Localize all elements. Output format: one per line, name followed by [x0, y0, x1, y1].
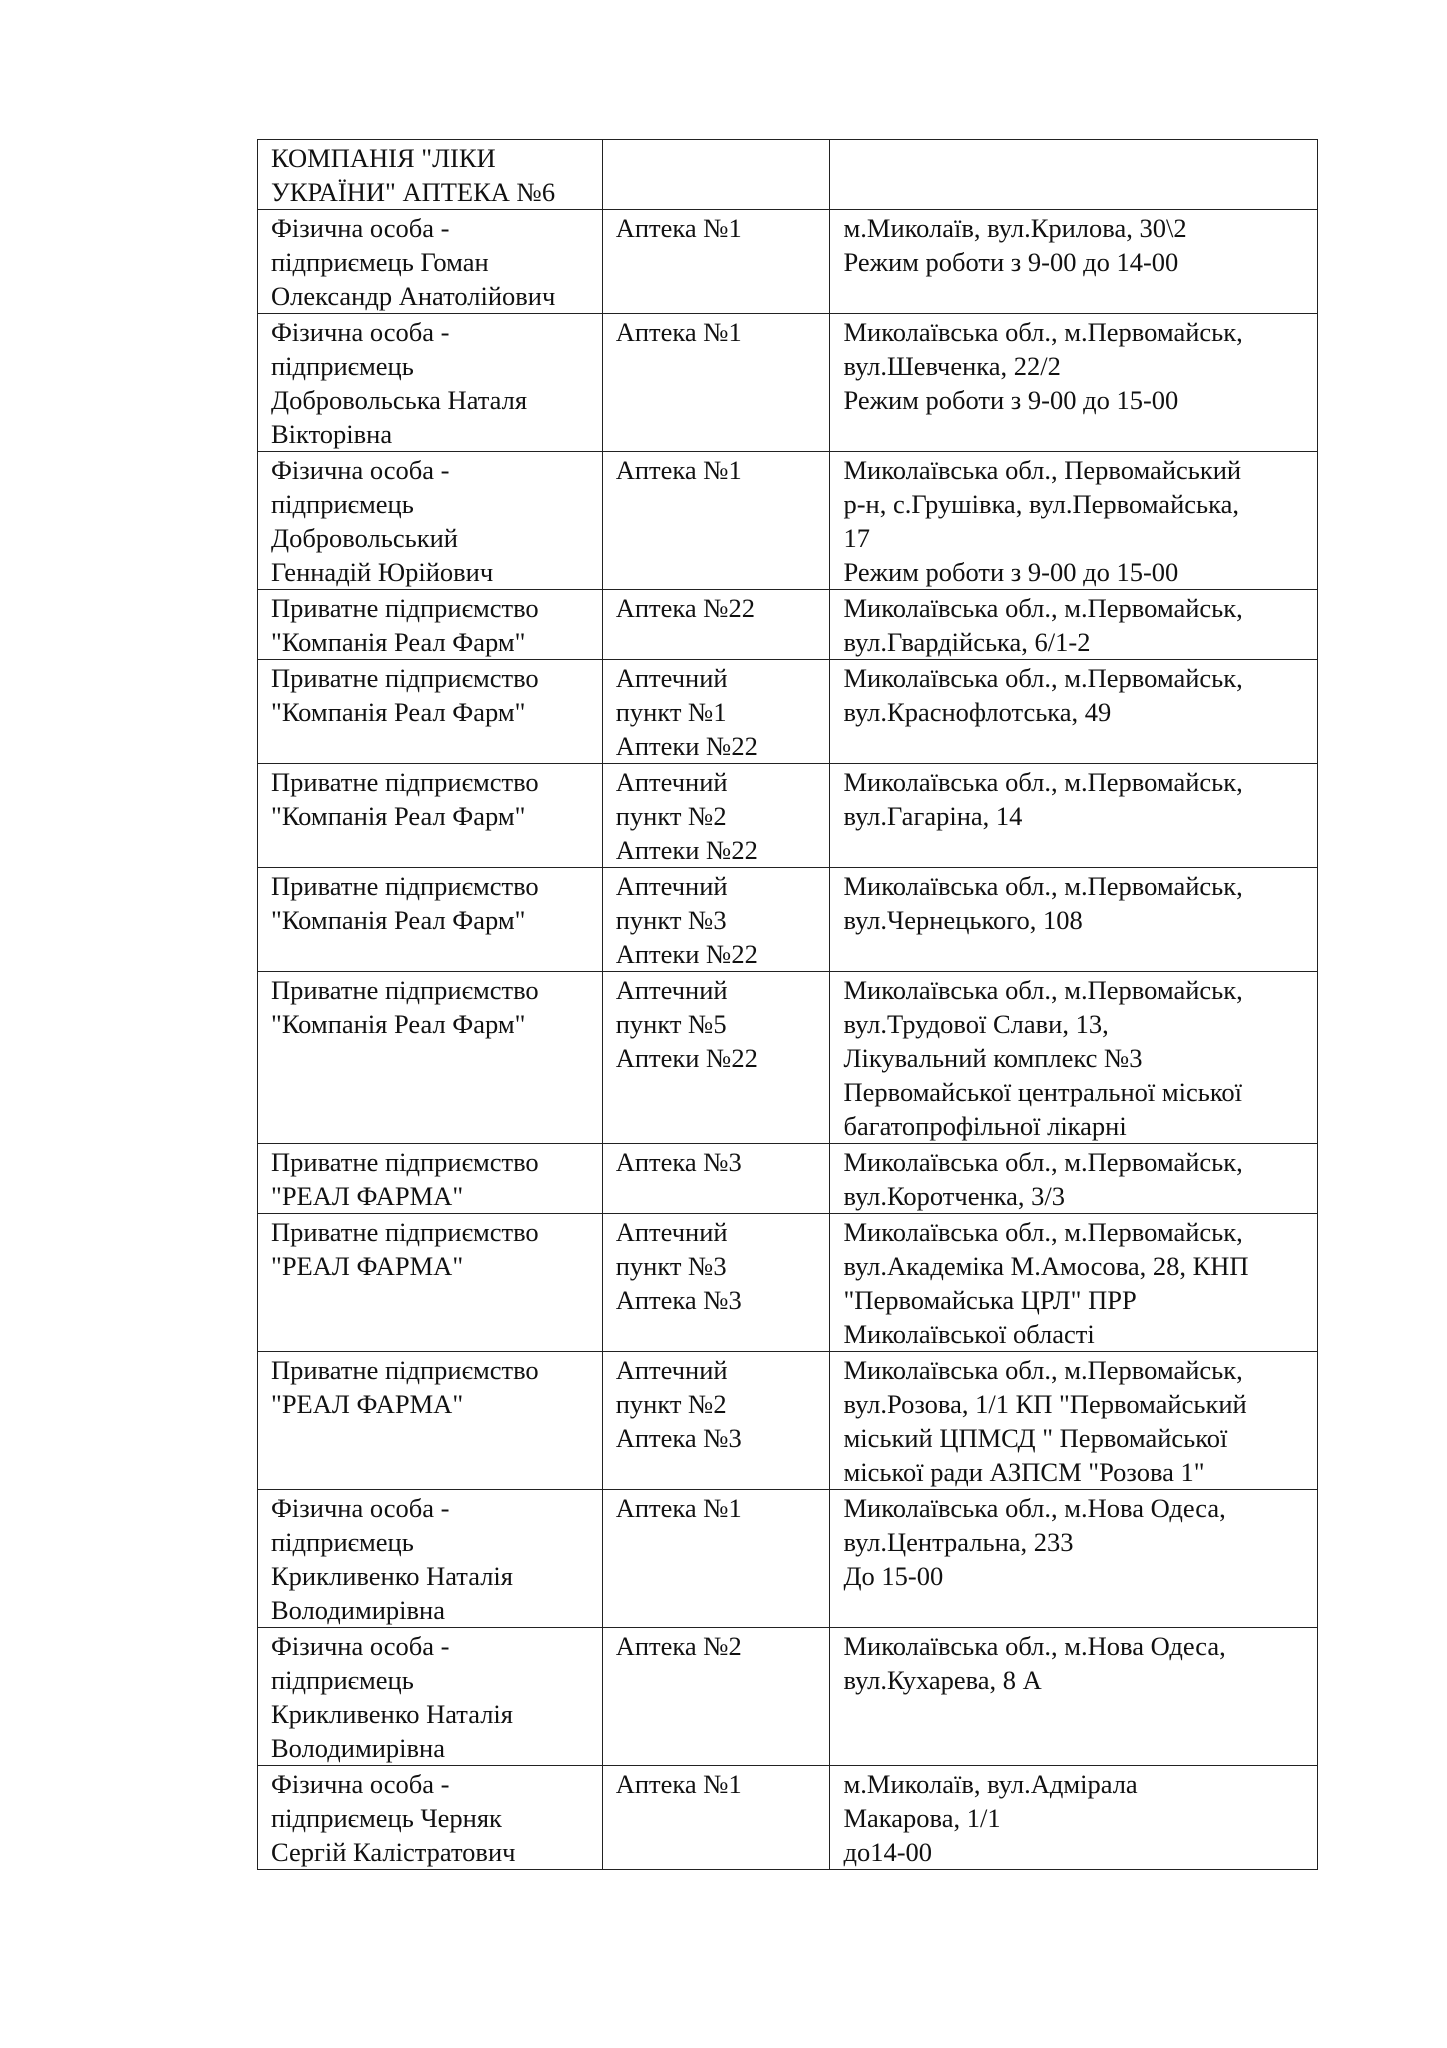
address-cell: Миколаївська обл., м.Первомайськ, вул.Гв…	[829, 589, 1318, 660]
table-row: Приватне підприємство "Компанія Реал Фар…	[257, 659, 1318, 764]
pharmacy-cell: Аптека №3	[601, 1143, 831, 1214]
pharmacy-cell: Аптека №2	[601, 1627, 831, 1766]
pharmacy-cell: Аптечний пункт №5 Аптеки №22	[601, 971, 831, 1144]
pharmacy-cell: Аптека №1	[601, 451, 831, 590]
owner-cell: Фізична особа - підприємець Добровольськ…	[257, 313, 603, 452]
owner-cell: Приватне підприємство "Компанія Реал Фар…	[257, 589, 603, 660]
pharmacy-cell: Аптека №1	[601, 1765, 831, 1870]
pharmacy-cell: Аптечний пункт №3 Аптеки №22	[601, 867, 831, 972]
address-cell: м.Миколаїв, вул.Крилова, 30\2 Режим робо…	[829, 209, 1318, 314]
owner-cell: Приватне підприємство "Компанія Реал Фар…	[257, 867, 603, 972]
owner-cell: Фізична особа - підприємець Крикливенко …	[257, 1627, 603, 1766]
table-row: Фізична особа - підприємець Крикливенко …	[257, 1627, 1318, 1766]
owner-cell: Приватне підприємство "Компанія Реал Фар…	[257, 763, 603, 868]
table-row: Приватне підприємство "Компанія Реал Фар…	[257, 763, 1318, 868]
table-row: Приватне підприємство "Компанія Реал Фар…	[257, 867, 1318, 972]
address-cell: Миколаївська обл., м.Первомайськ, вул.Че…	[829, 867, 1318, 972]
owner-cell: Приватне підприємство "Компанія Реал Фар…	[257, 659, 603, 764]
table-row: Приватне підприємство "РЕАЛ ФАРМА" Аптечн…	[257, 1351, 1318, 1490]
address-cell: Миколаївська обл., Первомайський р-н, с.…	[829, 451, 1318, 590]
pharmacy-cell: Аптека №1	[601, 313, 831, 452]
address-cell: Миколаївська обл., м.Нова Одеса, вул.Цен…	[829, 1489, 1318, 1628]
pharmacy-cell	[601, 139, 831, 210]
owner-cell: Фізична особа - підприємець Добровольськ…	[257, 451, 603, 590]
address-cell: Миколаївська обл., м.Первомайськ, вул.Ше…	[829, 313, 1318, 452]
pharmacy-cell: Аптека №1	[601, 1489, 831, 1628]
owner-cell: КОМПАНІЯ "ЛІКИ УКРАЇНИ" АПТЕКА №6	[257, 139, 603, 210]
table-row: Приватне підприємство "Компанія Реал Фар…	[257, 971, 1318, 1144]
pharmacy-cell: Аптечний пункт №2 Аптеки №22	[601, 763, 831, 868]
table-row: Приватне підприємство "РЕАЛ ФАРМА" Аптека…	[257, 1143, 1318, 1214]
pharmacy-cell: Аптека №1	[601, 209, 831, 314]
pharmacy-cell: Аптека №22	[601, 589, 831, 660]
pharmacy-cell: Аптечний пункт №2 Аптека №3	[601, 1351, 831, 1490]
table-row: Фізична особа - підприємець Гоман Олекса…	[257, 209, 1318, 314]
address-cell: Миколаївська обл., м.Первомайськ, вул.Ак…	[829, 1213, 1318, 1352]
owner-cell: Фізична особа - підприємець Крикливенко …	[257, 1489, 603, 1628]
address-cell: Миколаївська обл., м.Первомайськ, вул.Ро…	[829, 1351, 1318, 1490]
owner-cell: Приватне підприємство "Компанія Реал Фар…	[257, 971, 603, 1144]
owner-cell: Приватне підприємство "РЕАЛ ФАРМА"	[257, 1143, 603, 1214]
pharmacy-cell: Аптечний пункт №3 Аптека №3	[601, 1213, 831, 1352]
table-row: Приватне підприємство "Компанія Реал Фар…	[257, 589, 1318, 660]
address-cell: Миколаївська обл., м.Первомайськ, вул.Тр…	[829, 971, 1318, 1144]
address-cell: Миколаївська обл., м.Первомайськ, вул.Ко…	[829, 1143, 1318, 1214]
owner-cell: Приватне підприємство "РЕАЛ ФАРМА"	[257, 1351, 603, 1490]
address-cell: Миколаївська обл., м.Первомайськ, вул.Кр…	[829, 659, 1318, 764]
table-row: КОМПАНІЯ "ЛІКИ УКРАЇНИ" АПТЕКА №6	[257, 139, 1318, 210]
pharmacy-table: КОМПАНІЯ "ЛІКИ УКРАЇНИ" АПТЕКА №6 Фізична…	[257, 139, 1318, 1870]
owner-cell: Приватне підприємство "РЕАЛ ФАРМА"	[257, 1213, 603, 1352]
table-row: Фізична особа - підприємець Крикливенко …	[257, 1489, 1318, 1628]
address-cell: м.Миколаїв, вул.Адмірала Макарова, 1/1 д…	[829, 1765, 1318, 1870]
table-row: Фізична особа - підприємець Черняк Сергі…	[257, 1765, 1318, 1870]
address-cell	[829, 139, 1318, 210]
owner-cell: Фізична особа - підприємець Черняк Сергі…	[257, 1765, 603, 1870]
table-row: Фізична особа - підприємець Добровольськ…	[257, 313, 1318, 452]
pharmacy-cell: Аптечний пункт №1 Аптеки №22	[601, 659, 831, 764]
table-row: Приватне підприємство "РЕАЛ ФАРМА" Аптечн…	[257, 1213, 1318, 1352]
owner-cell: Фізична особа - підприємець Гоман Олекса…	[257, 209, 603, 314]
table-row: Фізична особа - підприємець Добровольськ…	[257, 451, 1318, 590]
table-body: КОМПАНІЯ "ЛІКИ УКРАЇНИ" АПТЕКА №6 Фізична…	[257, 139, 1318, 1870]
address-cell: Миколаївська обл., м.Первомайськ, вул.Га…	[829, 763, 1318, 868]
address-cell: Миколаївська обл., м.Нова Одеса, вул.Кух…	[829, 1627, 1318, 1766]
